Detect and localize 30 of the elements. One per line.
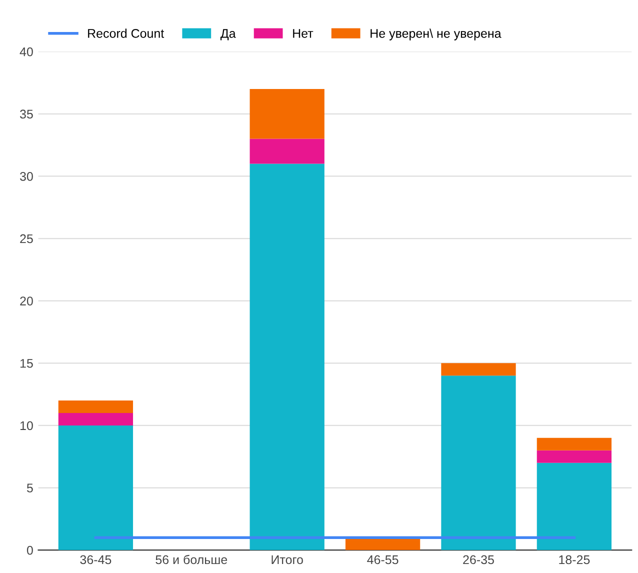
bar (250, 138, 324, 164)
legend-label: Не уверен\ не уверена (370, 28, 502, 40)
y-tick-label: 10 (20, 421, 33, 430)
y-tick-label: 35 (20, 110, 33, 119)
bar (536, 462, 612, 550)
bar (250, 164, 324, 550)
legend-label: Record Count (88, 28, 164, 38)
x-tick-label: Итого (272, 555, 303, 564)
y-tick-label: 25 (20, 234, 33, 244)
legend-label: Да (220, 29, 236, 40)
y-tick-label: 0 (26, 546, 33, 555)
bar (441, 363, 516, 376)
bar (58, 425, 134, 550)
x-tick-label: 18-25 (559, 555, 590, 564)
y-tick-label: 15 (20, 359, 33, 368)
bar (250, 88, 324, 139)
y-tick-label: 5 (26, 484, 33, 492)
y-tick-label: 40 (20, 47, 33, 56)
x-tick-label: 46-55 (367, 555, 398, 564)
x-tick-label: 26-35 (463, 555, 494, 564)
y-tick-label: 30 (20, 172, 33, 181)
bar (536, 438, 612, 450)
bar (441, 376, 516, 550)
y-tick-label: 20 (20, 296, 33, 306)
x-tick-label: 36-45 (80, 555, 112, 564)
legend-label: Нет (293, 29, 314, 38)
bar (536, 450, 612, 463)
x-tick-label: 56 и больше (156, 554, 228, 564)
bar (58, 412, 134, 426)
bar (58, 400, 134, 413)
